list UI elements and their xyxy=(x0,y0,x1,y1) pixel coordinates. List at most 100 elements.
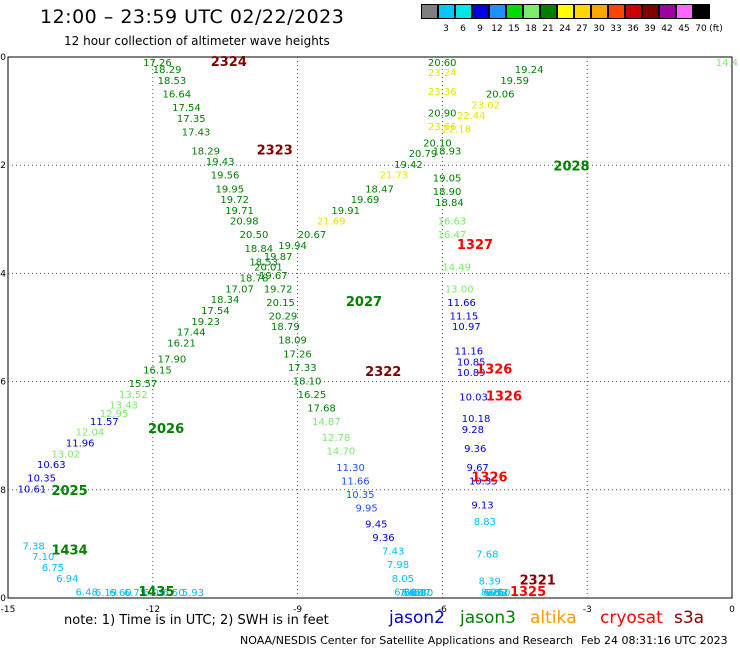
wave-height-value: 18.34 xyxy=(211,295,240,306)
wave-height-value: 19.59 xyxy=(500,76,529,87)
colorbar-label: 30 xyxy=(593,24,605,34)
satellite-legend-altika: altika xyxy=(530,608,577,628)
wave-height-value: 6.53 xyxy=(404,588,426,599)
colorbar-label: 9 xyxy=(477,24,483,34)
wave-height-value: 9.45 xyxy=(365,520,387,531)
wave-height-value: 18.09 xyxy=(278,336,307,347)
wave-height-value: 9.28 xyxy=(462,425,484,436)
colorbar-swatch xyxy=(557,4,574,19)
credit-line: NOAA/NESDIS Center for Satellite Applica… xyxy=(240,634,574,647)
wave-height-value: 11.96 xyxy=(66,439,95,450)
pass-time-label: 2027 xyxy=(346,295,382,310)
wave-height-value: 10.63 xyxy=(37,460,66,471)
wave-height-value: 10.61 xyxy=(18,485,47,496)
wave-height-value: 18.78 xyxy=(240,274,269,285)
wave-height-value: 12.04 xyxy=(76,428,105,439)
wave-height-value: 19.69 xyxy=(351,195,380,206)
wave-height-value: 18.29 xyxy=(191,146,220,157)
wave-height-value: 18.84 xyxy=(245,244,274,255)
wave-height-value: 10.35 xyxy=(346,490,375,501)
wave-height-value: 19.05 xyxy=(433,173,462,184)
wave-height-value: 18.53 xyxy=(249,257,278,268)
wave-height-value: 16.47 xyxy=(438,230,467,241)
colorbar-label: 45 xyxy=(678,24,690,34)
wave-height-value: 6.08 xyxy=(401,588,423,599)
wave-height-value: 12.78 xyxy=(322,433,351,444)
wave-height-value: 18.93 xyxy=(433,146,462,157)
wave-height-value: 20.67 xyxy=(298,230,327,241)
colorbar-swatch xyxy=(659,4,676,19)
wave-height-value: 6.88 xyxy=(394,587,416,598)
wave-height-value: 10.03 xyxy=(459,393,488,404)
pass-time-label: 2028 xyxy=(553,160,589,175)
colorbar-label: 70 xyxy=(695,24,707,34)
colorbar-swatch xyxy=(421,4,438,19)
wave-height-value: 10.35 xyxy=(469,476,498,487)
wave-height-value: 18.10 xyxy=(293,376,322,387)
colorbar-swatch xyxy=(438,4,455,19)
y-tick-label: -50 xyxy=(0,53,6,63)
wave-height-value: 6.47 xyxy=(409,588,431,599)
wave-height-value: 9.13 xyxy=(471,501,493,512)
pass-time-label: 1434 xyxy=(51,544,87,559)
wave-height-value: 17.33 xyxy=(288,363,317,374)
colorbar-label: 18 xyxy=(525,24,537,34)
wave-height-value: 22.18 xyxy=(442,125,471,136)
pass-time-label: 2025 xyxy=(51,484,87,499)
wave-height-value: 11.16 xyxy=(454,347,483,358)
wave-height-value: 13.00 xyxy=(445,284,474,295)
satellite-legend-cryosat: cryosat xyxy=(600,608,663,628)
pass-time-label: 1326 xyxy=(471,471,507,486)
colorbar-swatch xyxy=(540,4,557,19)
wave-height-value: 16.63 xyxy=(438,217,467,228)
wave-height-value: 20.50 xyxy=(240,230,269,241)
wave-height-value: 16.21 xyxy=(167,338,196,349)
y-tick-label: -54 xyxy=(0,269,6,279)
wave-height-value: 18.53 xyxy=(158,76,187,87)
wave-height-value: 14.49 xyxy=(442,263,471,274)
wave-height-value: 6.80 xyxy=(411,588,433,599)
wave-height-value: 20.06 xyxy=(486,90,515,101)
wave-height-value: 6.48 xyxy=(76,587,98,598)
pass-time-label: 1327 xyxy=(457,238,493,253)
wave-height-value: 20.79 xyxy=(409,149,438,160)
pass-time-label: 1435 xyxy=(138,585,174,600)
wave-height-value: 18.84 xyxy=(435,198,464,209)
colorbar-label: 3 xyxy=(443,24,449,34)
wave-height-value: 19.23 xyxy=(191,317,220,328)
colorbar-label: 15 xyxy=(508,24,520,34)
plot-frame xyxy=(7,56,733,599)
wave-height-value: 21.69 xyxy=(317,217,346,228)
wave-height-value: 10.97 xyxy=(452,322,481,333)
y-tick-label: -60 xyxy=(0,594,6,604)
pass-time-label: 1325 xyxy=(510,585,546,600)
wave-height-value: 6.60 xyxy=(109,588,131,599)
wave-height-value: 8.83 xyxy=(474,517,496,528)
wave-height-value: 8.05 xyxy=(392,574,414,585)
x-tick-label: -15 xyxy=(1,605,16,615)
wave-height-value: 10.89 xyxy=(457,368,486,379)
wave-height-value: 6.19 xyxy=(95,588,117,599)
colorbar-label: 39 xyxy=(644,24,656,34)
wave-height-value: 16.15 xyxy=(143,365,172,376)
wave-height-value: 18.29 xyxy=(153,65,182,76)
x-tick-label: -12 xyxy=(145,605,160,615)
wave-height-value: 21.73 xyxy=(380,171,409,182)
wave-height-value: 6.94 xyxy=(56,574,78,585)
wave-height-value: 7.38 xyxy=(22,541,44,552)
pass-time-label: 2322 xyxy=(365,365,401,380)
wave-height-value: 17.07 xyxy=(225,284,254,295)
wave-height-value: 6.09 xyxy=(143,588,165,599)
wave-height-value: 13.52 xyxy=(119,390,148,401)
wave-height-value: 20.01 xyxy=(254,263,283,274)
colorbar-label: 24 xyxy=(559,24,571,34)
wave-height-value: 19.94 xyxy=(278,241,307,252)
wave-height-value: 20.15 xyxy=(266,298,295,309)
wave-height-value: 11.30 xyxy=(336,463,365,474)
wave-height-value: 23.02 xyxy=(471,100,500,111)
wave-height-value: 18.90 xyxy=(433,187,462,198)
wave-height-value: 17.44 xyxy=(177,328,206,339)
wave-height-value: 11.57 xyxy=(90,417,119,428)
pass-time-label: 2323 xyxy=(257,143,293,158)
